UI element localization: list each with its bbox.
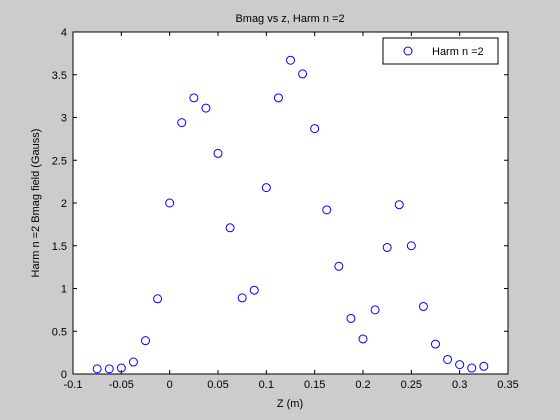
data-point	[334, 261, 344, 271]
data-point	[261, 183, 271, 193]
x-tick-label: 0.3	[452, 379, 467, 391]
x-tick-label: -0.1	[64, 379, 83, 391]
y-tick-label: 1	[61, 284, 67, 296]
data-point	[370, 305, 380, 315]
data-point	[358, 334, 368, 344]
data-point	[455, 360, 465, 370]
data-points	[92, 55, 489, 374]
plot-area	[73, 32, 508, 374]
y-tick-label: 0	[61, 369, 67, 381]
x-tick-label: 0	[167, 379, 173, 391]
data-point	[273, 93, 283, 103]
legend-box	[382, 37, 499, 65]
data-point	[310, 124, 320, 134]
axis-ticks: -0.1 -0.05 0 0.05 0.1 0.15 0.2 0.25 0.3 0.35 0 0.5 1…	[52, 27, 519, 391]
data-point	[394, 200, 404, 210]
y-tick-label: 3	[61, 113, 67, 125]
data-point	[225, 223, 235, 233]
x-tick-label: 0.05	[207, 379, 228, 391]
data-point	[322, 205, 332, 215]
data-point	[189, 93, 199, 103]
data-point	[116, 363, 126, 373]
data-point	[346, 313, 356, 323]
legend-entry-label: Harm n =2	[432, 46, 484, 58]
y-tick-label: 0.5	[52, 326, 67, 338]
x-tick-label: 0.2	[355, 379, 370, 391]
chart-title: Bmag vs z, Harm n =2	[235, 13, 344, 25]
x-tick-label: 0.25	[401, 379, 422, 391]
x-tick-label: 0.15	[304, 379, 325, 391]
y-tick-label: 3.5	[52, 70, 67, 82]
data-point	[443, 354, 453, 364]
data-point	[286, 55, 295, 65]
y-tick-label: 1.5	[52, 241, 67, 253]
data-point	[479, 361, 489, 371]
plot-frame	[72, 31, 509, 375]
data-point	[153, 294, 163, 304]
x-tick-label: 0.35	[497, 379, 518, 391]
data-point	[237, 293, 247, 303]
data-point	[382, 242, 392, 252]
data-point	[298, 69, 308, 79]
x-tick-label: 0.1	[259, 379, 274, 391]
data-point	[406, 241, 416, 251]
data-point	[431, 339, 440, 349]
legend-marker-circle	[403, 46, 413, 56]
data-point	[177, 118, 187, 128]
data-point	[104, 364, 114, 374]
y-tick-label: 2.5	[52, 155, 67, 167]
y-tick-label: 2	[61, 198, 67, 210]
data-point	[201, 103, 211, 113]
x-axis-label: Z (m)	[277, 398, 303, 410]
x-tick-label: -0.05	[109, 379, 134, 391]
data-point	[165, 198, 175, 208]
data-point	[141, 336, 150, 346]
data-point	[467, 363, 477, 373]
data-point	[213, 148, 223, 158]
data-point	[128, 357, 138, 367]
legend: Harm n =2	[382, 37, 499, 65]
data-point	[249, 285, 259, 295]
y-tick-label: 4	[61, 27, 67, 39]
y-axis-label: Harm n =2 Bmag field (Gauss)	[30, 129, 42, 278]
data-point	[92, 364, 102, 374]
data-point	[418, 301, 428, 311]
